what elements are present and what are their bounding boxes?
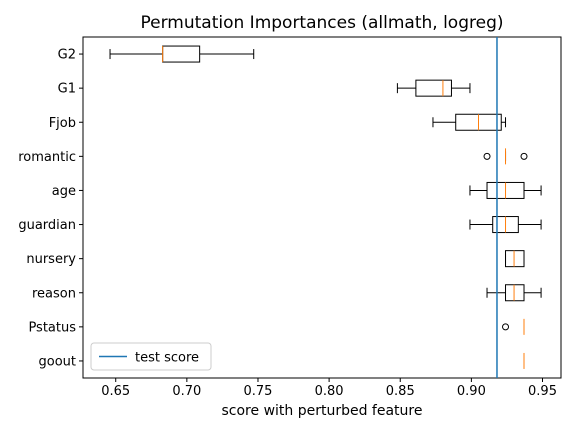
- x-tick-label: 0.85: [386, 384, 415, 399]
- y-tick-label: age: [52, 184, 76, 199]
- x-tick-label: 0.70: [172, 384, 201, 399]
- x-axis-label: score with perturbed feature: [222, 403, 423, 419]
- x-tick-label: 0.80: [315, 384, 344, 399]
- y-tick-label: guardian: [18, 218, 76, 233]
- box-fjob: [432, 113, 507, 131]
- y-tick-label: G1: [58, 82, 76, 97]
- iqr-box: [505, 250, 525, 268]
- y-tick-label: goout: [39, 354, 77, 369]
- legend: test score: [90, 342, 212, 371]
- x-tick-label: 0.90: [457, 384, 486, 399]
- x-tick-label: 0.95: [528, 384, 557, 399]
- box-g1: [396, 79, 471, 97]
- iqr-box: [415, 79, 452, 97]
- legend-label: test score: [135, 351, 199, 366]
- box-pstatus: [502, 318, 525, 335]
- box-romantic: [483, 148, 528, 165]
- y-tick-label: nursery: [26, 252, 76, 267]
- legend-frame: [90, 342, 212, 371]
- box-nursery: [505, 250, 525, 268]
- outlier-point: [502, 323, 510, 331]
- x-tick-label: 0.65: [101, 384, 130, 399]
- y-tick-label: romantic: [18, 150, 76, 165]
- box-g2: [109, 45, 255, 63]
- outlier-point: [483, 152, 491, 160]
- y-tick-label: Pstatus: [28, 320, 76, 335]
- iqr-box: [505, 284, 525, 302]
- chart-title: Permutation Importances (allmath, logreg…: [141, 13, 504, 33]
- x-tick-label: 0.75: [244, 384, 273, 399]
- y-tick-label: Fjob: [49, 116, 76, 131]
- axes-frame: [82, 36, 562, 379]
- y-tick-label: reason: [32, 286, 76, 301]
- outlier-point: [520, 152, 528, 160]
- box-age: [469, 181, 542, 199]
- y-tick-label: G2: [58, 48, 76, 63]
- plot-area: 0.65 0.70 0.75 0.80 0.85 0.90 0.95 G2 G1 Fjob roma…: [18, 36, 562, 399]
- box-guardian: [469, 216, 542, 234]
